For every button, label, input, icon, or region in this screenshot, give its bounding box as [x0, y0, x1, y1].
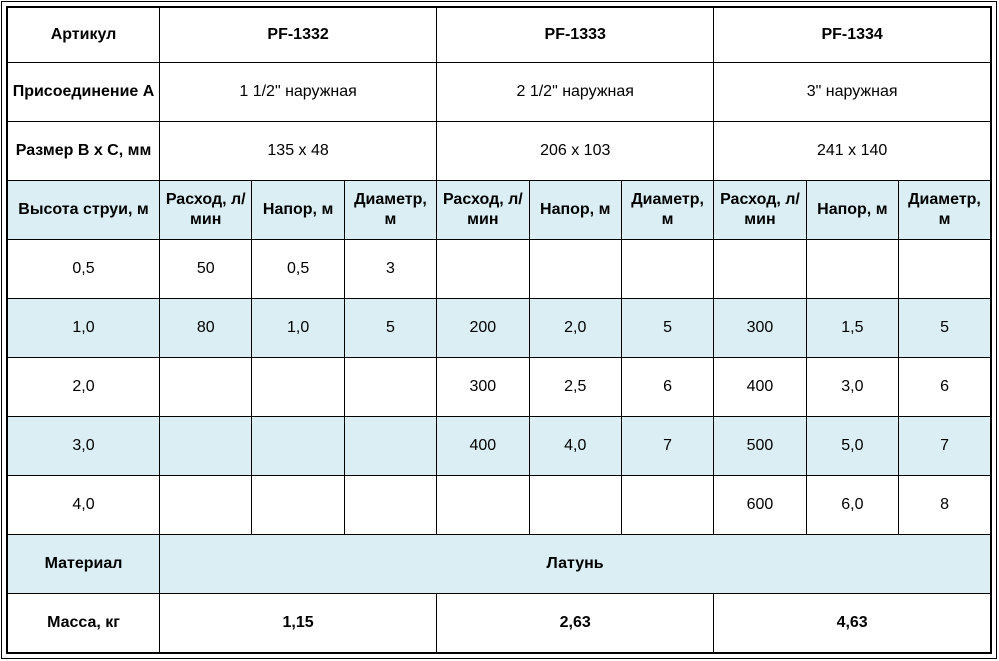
value-cell: [159, 416, 253, 477]
data-row-2-0: 2,0 300 2,5 6 400 3,0 6: [6, 356, 992, 418]
mass-value-2: 2,63: [436, 593, 715, 654]
article-value-pf1333: PF-1333: [436, 6, 715, 63]
value-cell: [528, 238, 622, 299]
value-cell: 4,0: [528, 416, 622, 477]
subheader-flow-2: Расход, л/мин: [436, 179, 530, 240]
product-spec-table: Артикул PF-1332 PF-1333 PF-1334 Присоеди…: [6, 6, 992, 654]
mass-row: Масса, кг 1,15 2,63 4,63: [6, 593, 992, 654]
height-cell: 4,0: [6, 475, 161, 536]
value-cell: 300: [713, 297, 807, 358]
value-cell: 2,0: [528, 297, 622, 358]
connection-value-3: 3" наружная: [713, 61, 992, 122]
value-cell: [251, 475, 345, 536]
data-row-1-0: 1,0 80 1,0 5 200 2,0 5 300 1,5 5: [6, 297, 992, 358]
value-cell: 5: [620, 297, 715, 358]
connection-value-2: 2 1/2" наружная: [436, 61, 715, 122]
value-cell: [528, 475, 622, 536]
subheader-head-2: Напор, м: [528, 179, 622, 240]
value-cell: 2,5: [528, 356, 622, 418]
value-cell: 5,0: [805, 416, 900, 477]
material-row-label: Материал: [6, 534, 161, 595]
material-row: Материал Латунь: [6, 534, 992, 595]
mass-value-3: 4,63: [713, 593, 992, 654]
data-row-0-5: 0,5 50 0,5 3: [6, 238, 992, 299]
mass-row-label: Масса, кг: [6, 593, 161, 654]
connection-row: Присоединение А 1 1/2" наружная 2 1/2" н…: [6, 61, 992, 122]
subheader-head-1: Напор, м: [251, 179, 345, 240]
value-cell: [159, 475, 253, 536]
value-cell: 6: [898, 356, 992, 418]
value-cell: [343, 416, 438, 477]
size-value-2: 206 x 103: [436, 120, 715, 181]
value-cell: 3,0: [805, 356, 900, 418]
value-cell: [251, 356, 345, 418]
value-cell: 8: [898, 475, 992, 536]
value-cell: [436, 475, 530, 536]
subheader-row: Высота струи, м Расход, л/мин Напор, м Д…: [6, 179, 992, 240]
value-cell: 5: [343, 297, 438, 358]
height-cell: 0,5: [6, 238, 161, 299]
subheader-diameter-2: Диаметр, м: [620, 179, 715, 240]
size-value-1: 135 x 48: [159, 120, 438, 181]
value-cell: [713, 238, 807, 299]
subheader-flow-1: Расход, л/мин: [159, 179, 253, 240]
value-cell: 5: [898, 297, 992, 358]
value-cell: [898, 238, 992, 299]
size-value-3: 241 x 140: [713, 120, 992, 181]
value-cell: 400: [436, 416, 530, 477]
material-value: Латунь: [159, 534, 992, 595]
value-cell: [805, 238, 900, 299]
value-cell: 0,5: [251, 238, 345, 299]
value-cell: 300: [436, 356, 530, 418]
value-cell: 6: [620, 356, 715, 418]
value-cell: 400: [713, 356, 807, 418]
size-row-label: Размер B x C, мм: [6, 120, 161, 181]
value-cell: [620, 238, 715, 299]
value-cell: [159, 356, 253, 418]
article-row-label: Артикул: [6, 6, 161, 63]
height-cell: 2,0: [6, 356, 161, 418]
connection-value-1: 1 1/2" наружная: [159, 61, 438, 122]
jet-height-label: Высота струи, м: [6, 179, 161, 240]
value-cell: [343, 356, 438, 418]
size-row: Размер B x C, мм 135 x 48 206 x 103 241 …: [6, 120, 992, 181]
article-value-pf1334: PF-1334: [713, 6, 992, 63]
value-cell: 1,0: [251, 297, 345, 358]
subheader-flow-3: Расход, л/мин: [713, 179, 807, 240]
subheader-diameter-3: Диаметр, м: [898, 179, 992, 240]
value-cell: 200: [436, 297, 530, 358]
subheader-diameter-1: Диаметр, м: [343, 179, 438, 240]
mass-value-1: 1,15: [159, 593, 438, 654]
value-cell: 50: [159, 238, 253, 299]
value-cell: 3: [343, 238, 438, 299]
value-cell: 500: [713, 416, 807, 477]
value-cell: 1,5: [805, 297, 900, 358]
height-cell: 1,0: [6, 297, 161, 358]
article-row: Артикул PF-1332 PF-1333 PF-1334: [6, 6, 992, 63]
article-value-pf1332: PF-1332: [159, 6, 438, 63]
value-cell: 600: [713, 475, 807, 536]
value-cell: [251, 416, 345, 477]
value-cell: [436, 238, 530, 299]
value-cell: 80: [159, 297, 253, 358]
value-cell: 6,0: [805, 475, 900, 536]
value-cell: 7: [620, 416, 715, 477]
data-row-3-0: 3,0 400 4,0 7 500 5,0 7: [6, 416, 992, 477]
subheader-head-3: Напор, м: [805, 179, 900, 240]
data-row-4-0: 4,0 600 6,0 8: [6, 475, 992, 536]
height-cell: 3,0: [6, 416, 161, 477]
value-cell: 7: [898, 416, 992, 477]
value-cell: [343, 475, 438, 536]
connection-row-label: Присоединение А: [6, 61, 161, 122]
value-cell: [620, 475, 715, 536]
